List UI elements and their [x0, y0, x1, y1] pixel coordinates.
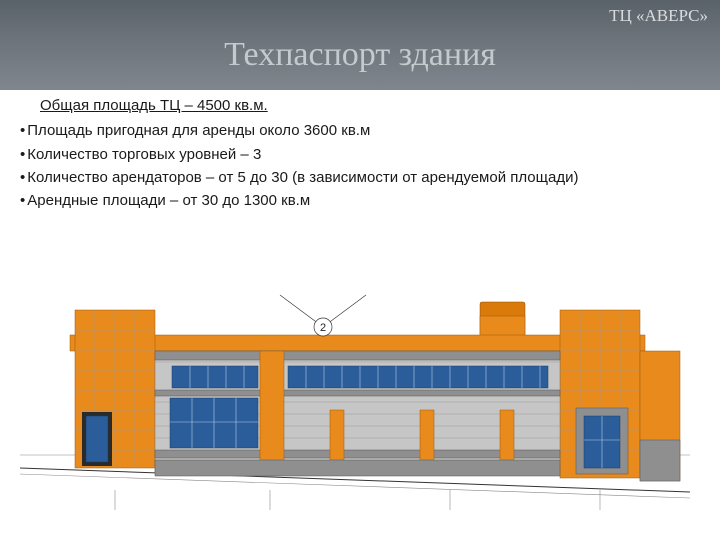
- info-heading: Общая площадь ТЦ – 4500 кв.м.: [40, 94, 700, 117]
- info-item: Количество торговых уровней – 3: [20, 143, 700, 166]
- building-elevation: 2: [20, 290, 690, 510]
- left-tower: [75, 310, 155, 468]
- page-title: Техпаспорт здания: [0, 36, 720, 74]
- info-list: Площадь пригодная для аренды около 3600 …: [20, 119, 700, 212]
- elevation-svg: 2: [20, 290, 690, 510]
- right-tower: [560, 310, 640, 478]
- brand-label: ТЦ «АВЕРС»: [609, 6, 708, 26]
- info-block: Общая площадь ТЦ – 4500 кв.м. Площадь пр…: [20, 94, 700, 212]
- info-item: Площадь пригодная для аренды около 3600 …: [20, 119, 700, 142]
- callout-label: 2: [320, 322, 326, 334]
- main-facade: [155, 351, 560, 476]
- info-item: Количество арендаторов – от 5 до 30 (в з…: [20, 166, 700, 189]
- info-item: Арендные площади – от 30 до 1300 кв.м: [20, 189, 700, 212]
